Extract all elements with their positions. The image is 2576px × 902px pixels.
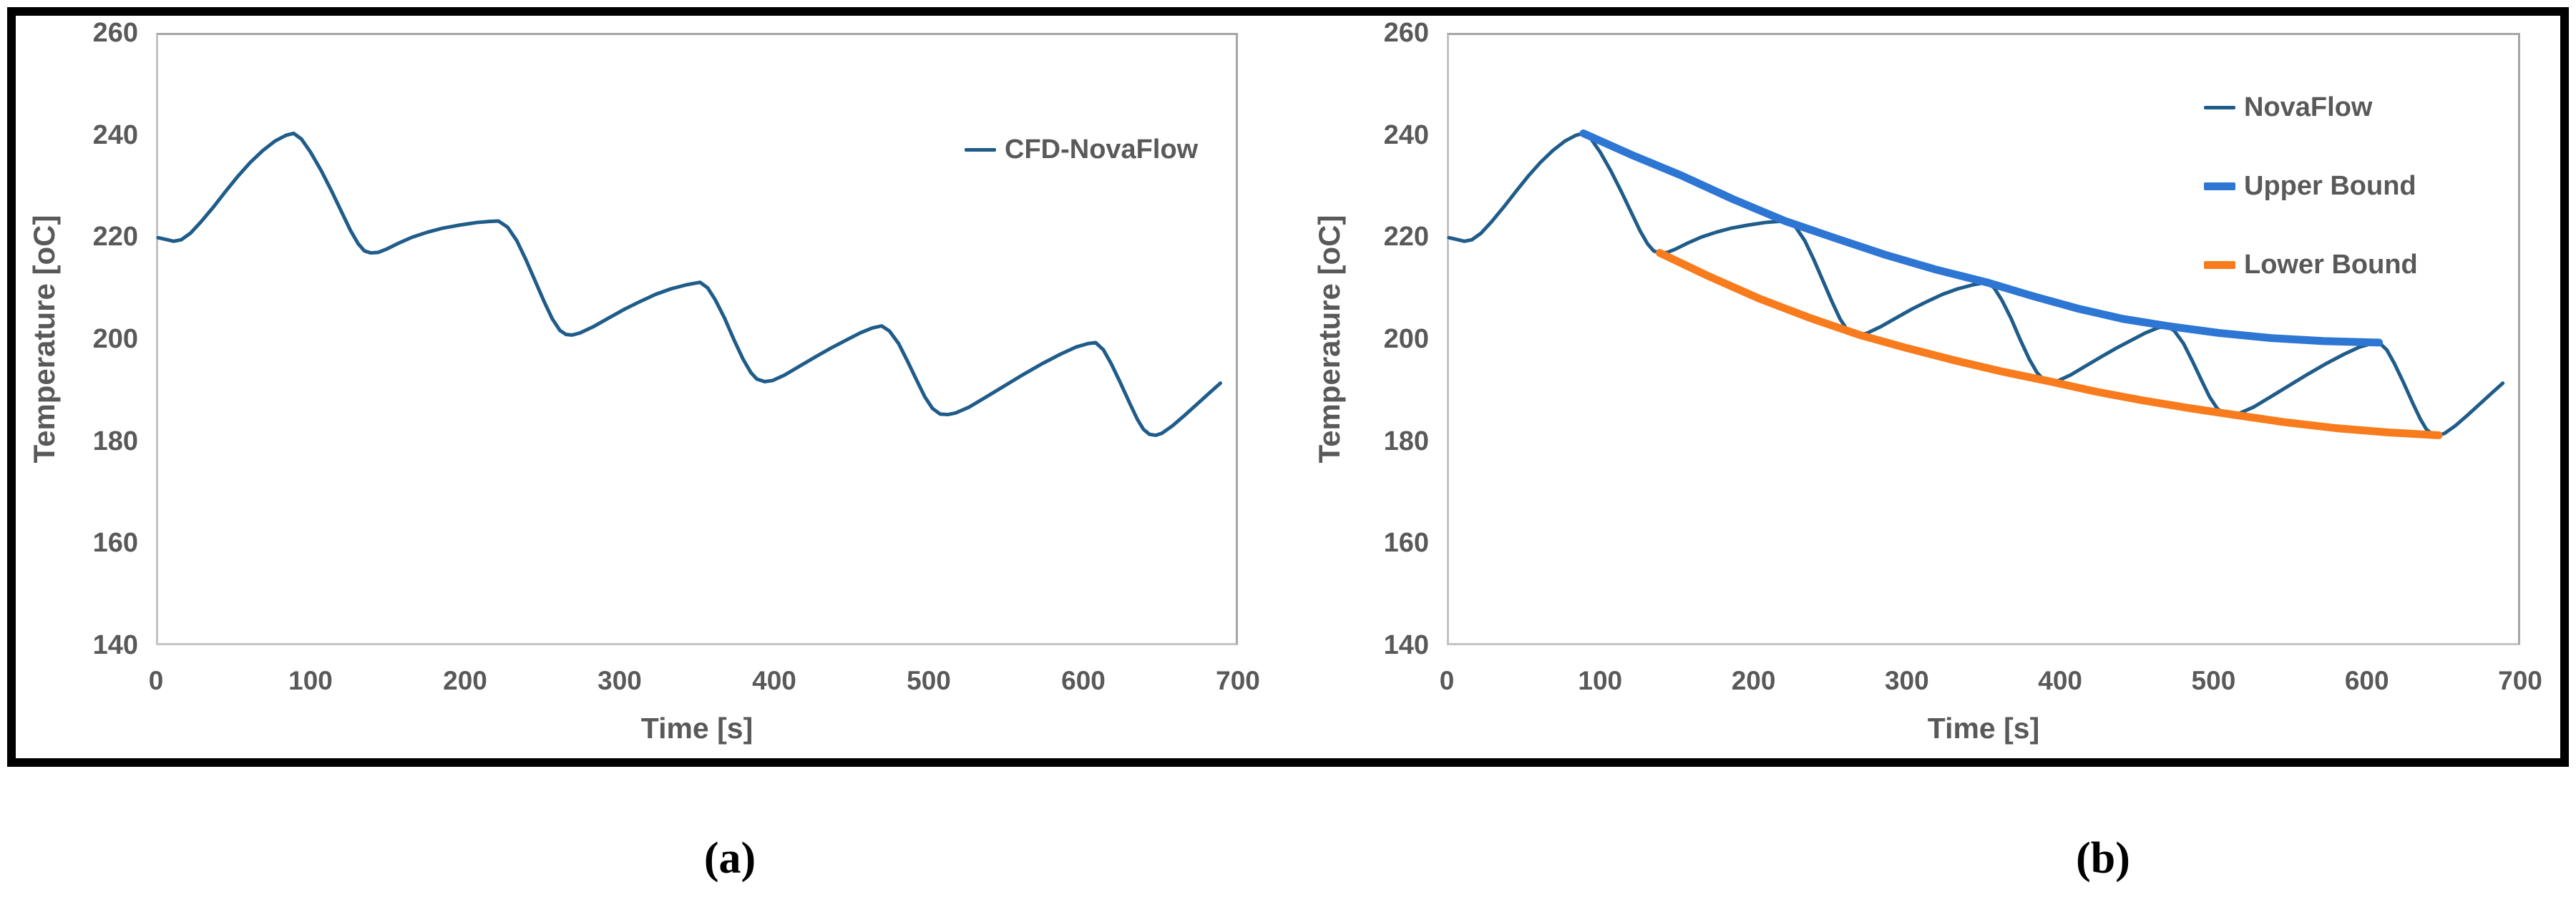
x-tick-label: 100 <box>288 666 333 695</box>
x-tick-label: 100 <box>1578 666 1623 695</box>
series-lines-a <box>156 131 1222 438</box>
y-tick-label: 240 <box>92 119 138 150</box>
y-tick-label: 160 <box>1383 528 1429 559</box>
series-line-cfd-novaflow <box>156 131 1222 438</box>
y-tick-label: 140 <box>1383 630 1429 660</box>
y-tick-label: 220 <box>1383 222 1429 253</box>
plot-area-a <box>156 33 1238 645</box>
plot-area-b <box>1447 33 2520 645</box>
series-line-novaflow <box>1447 131 2505 438</box>
series-line-upper-bound <box>1579 129 2384 347</box>
x-axis-title-b: Time [s] <box>1927 712 2040 745</box>
x-tick-label: 600 <box>2344 666 2389 695</box>
figure-border <box>7 7 2569 767</box>
y-tick-label: 180 <box>1383 426 1429 456</box>
caption-a: (a) <box>703 834 756 883</box>
x-tick-label: 200 <box>1731 666 1776 695</box>
series-line-lower-bound <box>1656 249 2443 440</box>
y-tick-label: 220 <box>92 222 138 253</box>
x-tick-label: 400 <box>752 666 796 695</box>
y-tick-label: 260 <box>1383 18 1429 48</box>
series-lines-b <box>1447 129 2505 440</box>
y-tick-label: 140 <box>92 630 138 660</box>
x-tick-label: 0 <box>1439 666 1455 695</box>
x-tick-label: 400 <box>2038 666 2082 695</box>
x-tick-label: 500 <box>907 666 951 695</box>
y-tick-label: 200 <box>1383 324 1429 354</box>
y-tick-label: 260 <box>92 18 138 48</box>
x-tick-label: 0 <box>148 666 164 695</box>
x-tick-label: 200 <box>443 666 487 695</box>
x-tick-label: 500 <box>2191 666 2236 695</box>
caption-b: (b) <box>2076 834 2130 883</box>
y-tick-label: 200 <box>92 324 138 354</box>
x-tick-label: 700 <box>1216 666 1260 695</box>
x-tick-label: 300 <box>1884 666 1929 695</box>
y-tick-label: 240 <box>1383 119 1429 150</box>
x-tick-label: 600 <box>1061 666 1106 695</box>
x-tick-label: 300 <box>597 666 642 695</box>
y-tick-label: 160 <box>92 528 138 559</box>
x-axis-title-a: Time [s] <box>640 712 753 745</box>
x-tick-label: 700 <box>2498 666 2542 695</box>
y-tick-label: 180 <box>92 426 138 456</box>
